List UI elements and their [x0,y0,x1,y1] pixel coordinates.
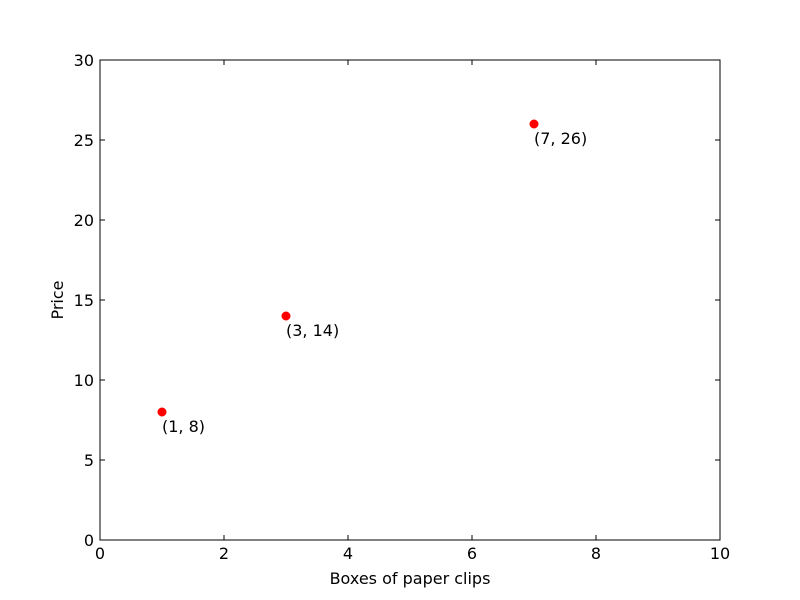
x-tick-label: 2 [219,544,229,563]
data-point [529,119,539,129]
plot-area [100,60,720,540]
x-tick-label: 6 [467,544,477,563]
y-tick-label: 30 [74,51,94,70]
x-tick-label: 10 [710,544,730,563]
x-axis-label: Boxes of paper clips [330,569,491,588]
x-tick-label: 0 [95,544,105,563]
y-tick-label: 25 [74,131,94,150]
y-tick-label: 0 [84,531,94,550]
point-label: (7, 26) [534,129,587,148]
y-axis-label: Price [48,280,67,319]
y-tick-label: 15 [74,291,94,310]
points-layer: (1, 8) (3, 14) (7, 26) [157,119,587,436]
data-point [281,311,291,321]
y-tick-label: 10 [74,371,94,390]
data-point [157,407,167,417]
plot-frame [99,59,721,541]
x-tick-label: 4 [343,544,353,563]
x-tick-label: 8 [591,544,601,563]
y-tick-label: 5 [84,451,94,470]
y-tick-label: 20 [74,211,94,230]
ticks-layer: 0 2 4 6 8 10 0 5 10 15 20 25 30 [74,51,731,563]
point-label: (3, 14) [286,321,339,340]
point-label: (1, 8) [162,417,205,436]
